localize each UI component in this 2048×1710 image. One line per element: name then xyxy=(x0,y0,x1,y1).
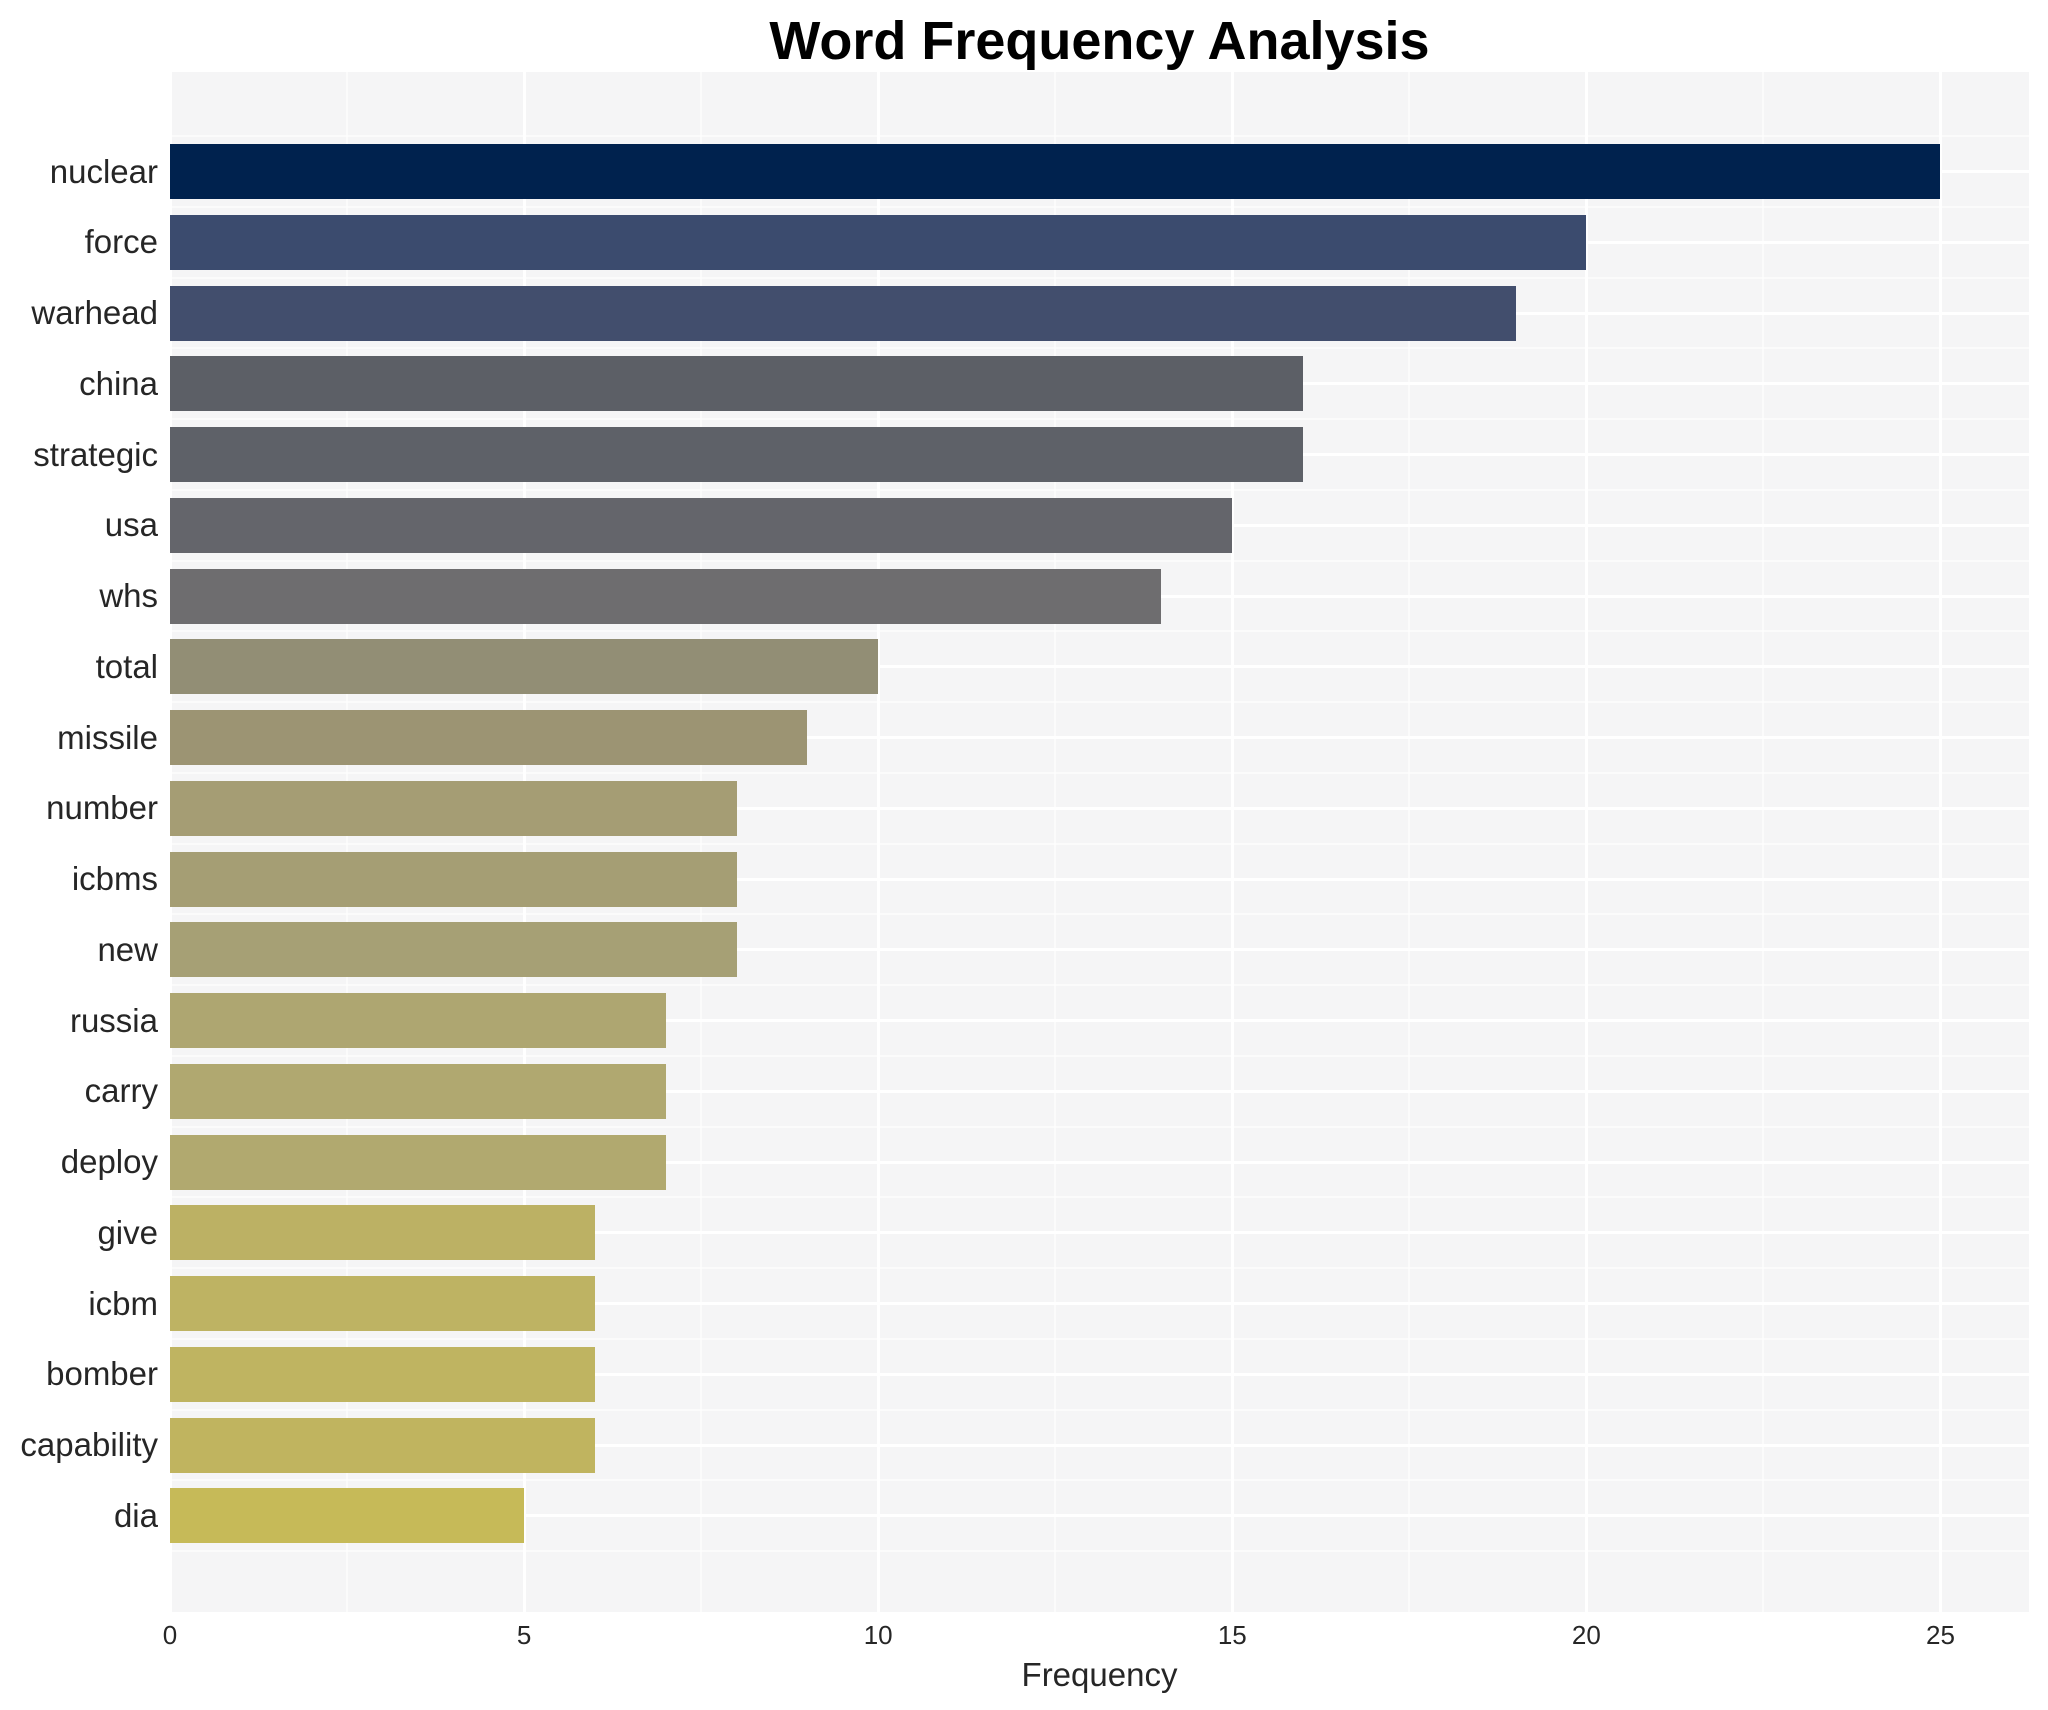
minor-gridline-row-boundary xyxy=(170,1408,2029,1411)
bar-missile xyxy=(170,710,808,765)
gridline-y-icbm xyxy=(170,1302,2029,1305)
gridline-x-20 xyxy=(1584,72,1588,1612)
gridline-y-dia xyxy=(170,1514,2029,1518)
chart-title: Word Frequency Analysis xyxy=(769,11,1430,71)
y-tick-label-bomber: bomber xyxy=(46,1355,158,1393)
bar-bomber xyxy=(170,1346,595,1402)
minor-gridline-row-boundary xyxy=(170,347,2029,350)
bar-capability xyxy=(170,1417,595,1473)
y-tick-label-russia: russia xyxy=(69,1001,158,1039)
gridline-x-15 xyxy=(1230,72,1234,1612)
y-tick-label-deploy: deploy xyxy=(60,1143,158,1180)
gridline-y-total xyxy=(170,665,2029,669)
minor-gridline-row-boundary xyxy=(170,488,2029,491)
x-tick-label-5: 5 xyxy=(516,1620,532,1650)
bar-new xyxy=(170,922,737,978)
gridline-y-give xyxy=(170,1231,2029,1235)
minor-gridline-row-boundary xyxy=(170,135,2029,138)
bar-usa xyxy=(170,497,1233,553)
gridline-y-bomber xyxy=(170,1372,2029,1376)
gridline-y-deploy xyxy=(170,1160,2029,1164)
gridline-x-25 xyxy=(1938,72,1942,1612)
bar-whs xyxy=(170,568,1162,624)
gridline-y-new xyxy=(170,948,2029,952)
x-axis-tick-labels: 0 5 10 15 20 25 xyxy=(163,1618,2029,1654)
bar-nuclear xyxy=(170,144,1941,199)
y-tick-label-number: number xyxy=(46,789,158,827)
gridline-y-number xyxy=(170,806,2029,810)
y-tick-label-carry: carry xyxy=(84,1072,158,1110)
minor-gridline-row-boundary xyxy=(170,1337,2029,1340)
y-tick-label-icbm: icbm xyxy=(88,1284,158,1322)
minor-gridline-row-boundary xyxy=(170,842,2029,845)
y-tick-label-whs: whs xyxy=(99,577,158,614)
gridline-y-carry xyxy=(170,1089,2029,1093)
minor-gridline-row-boundary xyxy=(170,630,2029,633)
y-tick-label-total: total xyxy=(95,647,158,685)
y-tick-label-new: new xyxy=(97,930,158,968)
gridline-x-0 xyxy=(168,72,172,1612)
bar-china xyxy=(170,356,1304,412)
minor-gridline-row-boundary xyxy=(170,1196,2029,1199)
minor-gridline-row-boundary xyxy=(170,559,2029,562)
minor-gridline-x-17.5 xyxy=(1408,72,1411,1612)
plot-area xyxy=(168,72,2029,1612)
minor-gridline-row-boundary xyxy=(170,205,2029,208)
x-tick-label-25: 25 xyxy=(1926,1620,1955,1650)
gridline-x-5 xyxy=(522,72,526,1612)
y-tick-label-strategic: strategic xyxy=(33,435,158,473)
y-tick-label-usa: usa xyxy=(104,506,158,544)
bar-strategic xyxy=(170,427,1304,482)
minor-gridline-row-boundary xyxy=(170,1479,2029,1482)
y-tick-label-dia: dia xyxy=(113,1496,158,1534)
gridline-y-capability xyxy=(170,1443,2029,1447)
minor-gridline-row-boundary xyxy=(170,913,2029,916)
bar-russia xyxy=(170,993,666,1048)
x-axis-title: Frequency xyxy=(1021,1656,1178,1693)
bar-warhead xyxy=(170,285,1516,341)
minor-gridline-x-12.5 xyxy=(1054,72,1057,1612)
gridline-y-icbms xyxy=(170,877,2029,881)
minor-gridline-row-boundary xyxy=(170,1267,2029,1270)
minor-gridline-row-boundary xyxy=(170,1550,2029,1553)
y-tick-label-give: give xyxy=(97,1213,158,1251)
x-tick-label-10: 10 xyxy=(863,1620,893,1650)
bar-give xyxy=(170,1205,595,1261)
x-tick-label-15: 15 xyxy=(1217,1620,1247,1650)
x-tick-label-0: 0 xyxy=(162,1620,178,1650)
minor-gridline-row-boundary xyxy=(170,276,2029,279)
bar-carry xyxy=(170,1063,666,1119)
y-tick-label-nuclear: nuclear xyxy=(49,152,158,190)
minor-gridline-row-boundary xyxy=(170,1054,2029,1057)
y-tick-label-capability: capability xyxy=(20,1426,158,1463)
minor-gridline-row-boundary xyxy=(170,418,2029,421)
gridline-y-russia xyxy=(170,1019,2029,1022)
bar-number xyxy=(170,780,737,836)
minor-gridline-row-boundary xyxy=(170,1125,2029,1128)
gridline-x-10 xyxy=(876,72,880,1612)
bar-total xyxy=(170,639,879,695)
bar-icbms xyxy=(170,851,737,907)
bar-deploy xyxy=(170,1134,666,1190)
y-tick-label-icbms: icbms xyxy=(71,860,158,897)
minor-gridline-x-2.5 xyxy=(346,72,349,1612)
y-tick-label-warhead: warhead xyxy=(31,294,158,331)
minor-gridline-x-22.5 xyxy=(1762,72,1765,1612)
gridline-y-missile xyxy=(170,736,2029,739)
x-tick-label-20: 20 xyxy=(1571,1620,1601,1650)
bar-dia xyxy=(170,1488,525,1544)
bar-force xyxy=(170,214,1587,270)
minor-gridline-row-boundary xyxy=(170,701,2029,704)
y-axis-labels: nuclear force warhead china strategic usa whs t… xyxy=(0,72,158,1612)
minor-gridline-x-7.5 xyxy=(700,72,703,1612)
y-tick-label-force: force xyxy=(84,223,158,261)
minor-gridline-row-boundary xyxy=(170,984,2029,987)
minor-gridline-row-boundary xyxy=(170,771,2029,774)
y-tick-label-missile: missile xyxy=(57,718,158,756)
bar-icbm xyxy=(170,1276,595,1331)
y-tick-label-china: china xyxy=(79,364,158,402)
